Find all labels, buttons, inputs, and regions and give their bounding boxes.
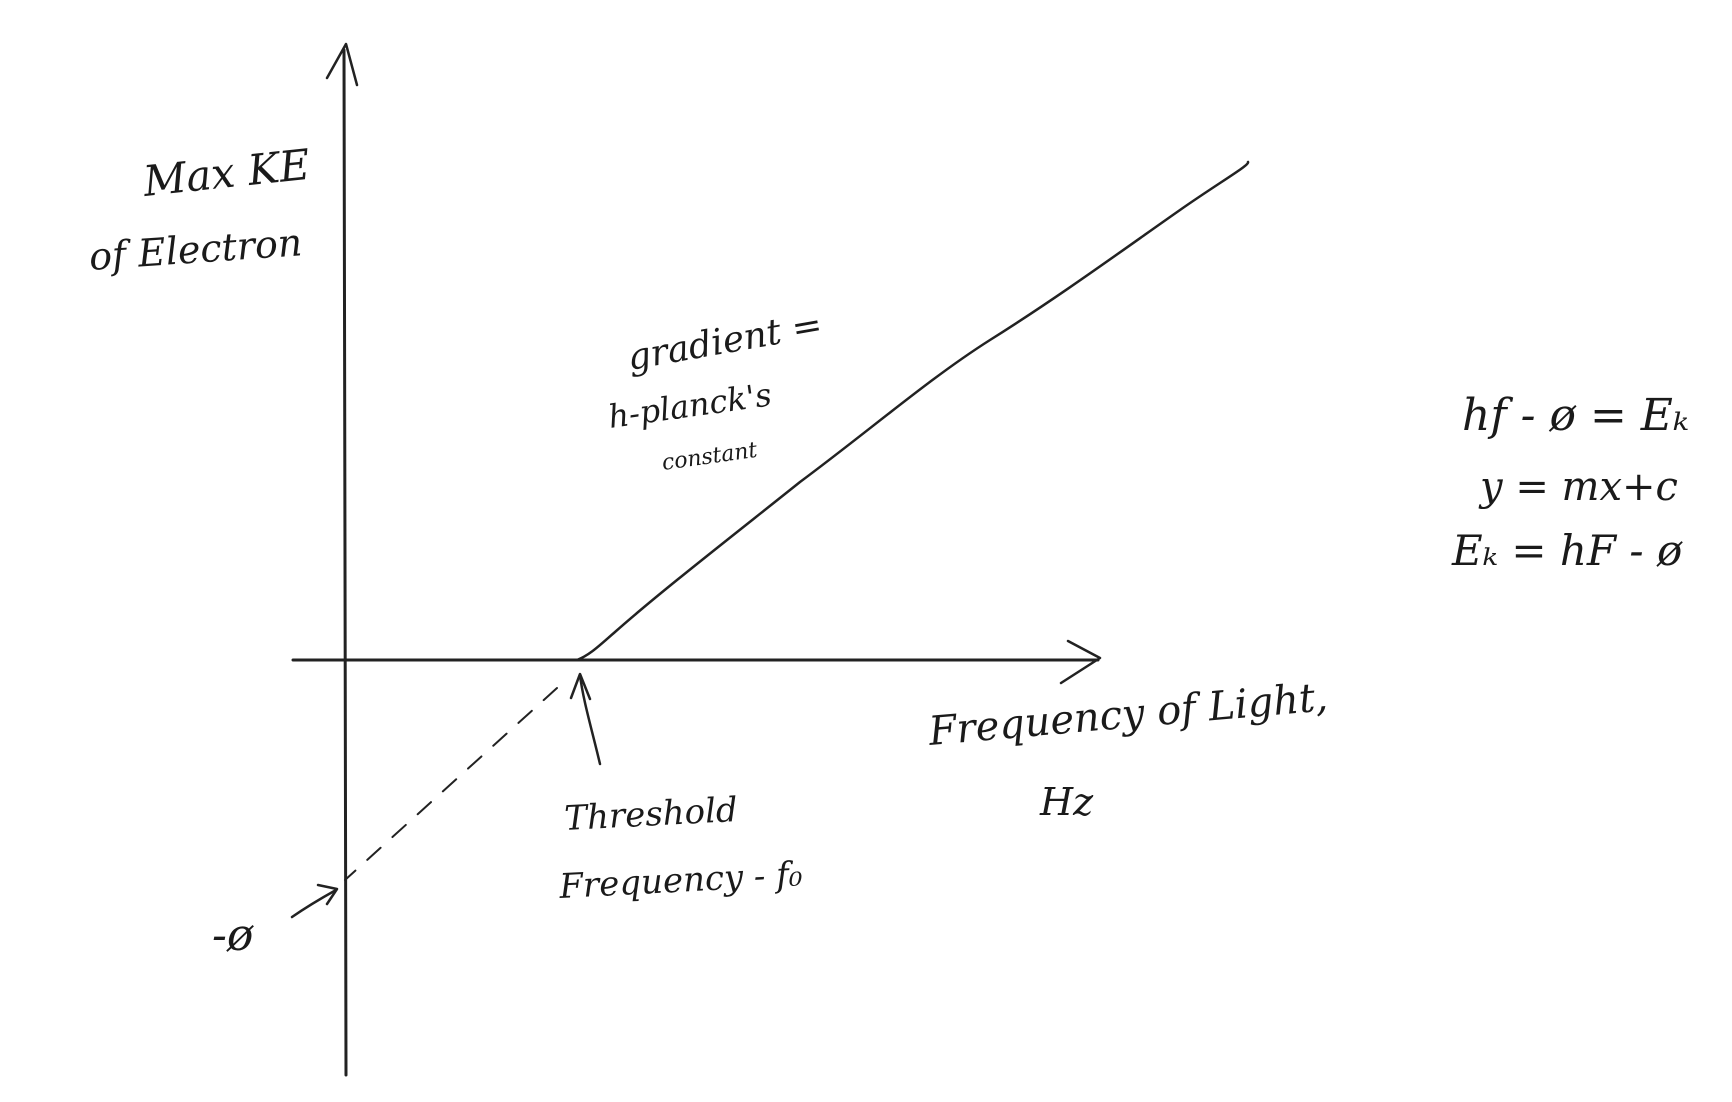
extrapolated-dashed-line bbox=[344, 687, 558, 881]
gradient-note-line-2: h-planck's bbox=[606, 375, 774, 436]
equation-3: Eₖ = hF - ø bbox=[1451, 526, 1683, 575]
intercept-arrow bbox=[290, 883, 339, 919]
gradient-note-line-3: constant bbox=[660, 438, 759, 476]
ke-frequency-line bbox=[575, 160, 1250, 662]
x-axis-label-line-1: Frequency of Light, bbox=[926, 674, 1330, 755]
intercept-label: -ø bbox=[212, 910, 255, 961]
y-axis bbox=[325, 42, 359, 1077]
y-axis-arrowhead bbox=[325, 42, 359, 87]
equation-2: y = mx+c bbox=[1478, 464, 1678, 510]
gradient-note-line-1: gradient = bbox=[624, 304, 825, 379]
threshold-note-line-1: Threshold bbox=[563, 790, 738, 839]
equation-1: hf - ø = Eₖ bbox=[1462, 390, 1689, 441]
threshold-arrow bbox=[569, 672, 602, 766]
y-axis-label-line-2: of Electron bbox=[88, 220, 304, 279]
x-axis-arrowhead bbox=[1059, 639, 1102, 685]
y-axis-line bbox=[342, 48, 348, 1077]
y-axis-label-line-1: Max KE bbox=[140, 140, 312, 206]
x-axis bbox=[291, 639, 1102, 685]
threshold-note-line-2: Frequency - f₀ bbox=[557, 854, 803, 907]
x-axis-label-line-2: Hz bbox=[1039, 780, 1094, 824]
